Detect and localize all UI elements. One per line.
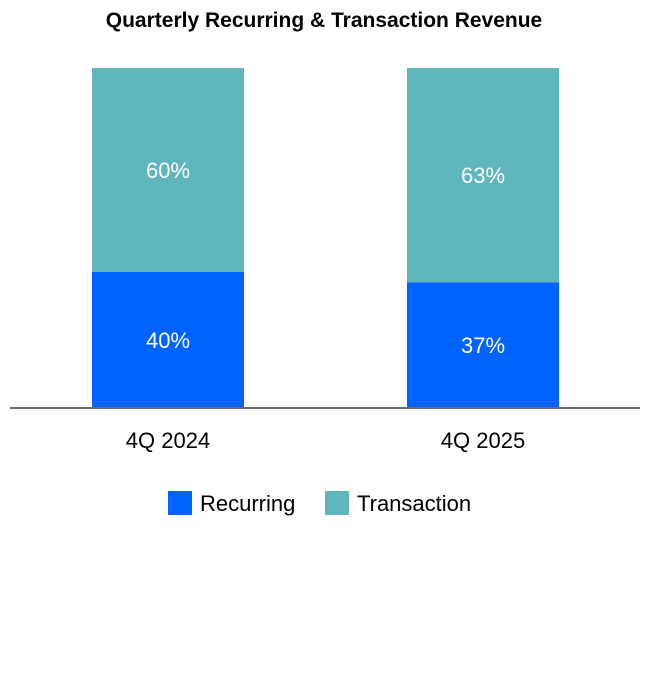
- x-tick-label-1: 4Q 2025: [441, 428, 525, 453]
- x-tick-label-0: 4Q 2024: [126, 428, 210, 453]
- legend-label-recurring: Recurring: [200, 491, 295, 516]
- data-label-transaction-0: 60%: [146, 158, 190, 183]
- bar-transaction-1: [407, 68, 559, 283]
- data-label-recurring-0: 40%: [146, 328, 190, 353]
- chart-title: Quarterly Recurring & Transaction Revenu…: [106, 9, 542, 32]
- legend-label-transaction: Transaction: [357, 491, 471, 516]
- legend-swatch-recurring: [168, 491, 192, 515]
- x-tick-labels: 4Q 2024 4Q 2025: [126, 428, 525, 453]
- data-label-transaction-1: 63%: [461, 163, 505, 188]
- bar-transaction-0: [92, 68, 244, 272]
- legend: Recurring Transaction: [168, 491, 471, 516]
- bars: 40% 60% 37% 63%: [92, 68, 559, 408]
- bar-recurring-1: [407, 282, 559, 408]
- legend-swatch-transaction: [325, 491, 349, 515]
- data-label-recurring-1: 37%: [461, 333, 505, 358]
- bar-recurring-0: [92, 272, 244, 408]
